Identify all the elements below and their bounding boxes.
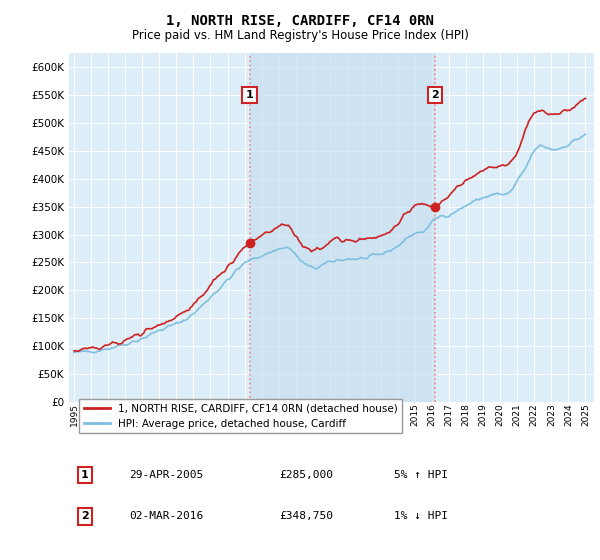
Text: 1: 1 [246,90,254,100]
Text: 1, NORTH RISE, CARDIFF, CF14 0RN: 1, NORTH RISE, CARDIFF, CF14 0RN [166,14,434,28]
Text: 02-MAR-2016: 02-MAR-2016 [130,511,203,521]
Text: £285,000: £285,000 [279,470,333,480]
Legend: 1, NORTH RISE, CARDIFF, CF14 0RN (detached house), HPI: Average price, detached : 1, NORTH RISE, CARDIFF, CF14 0RN (detach… [79,399,402,433]
Text: 5% ↑ HPI: 5% ↑ HPI [395,470,449,480]
Text: 2: 2 [81,511,89,521]
Text: £348,750: £348,750 [279,511,333,521]
Text: 2: 2 [431,90,439,100]
Text: 29-APR-2005: 29-APR-2005 [130,470,203,480]
Text: 1% ↓ HPI: 1% ↓ HPI [395,511,449,521]
Text: Price paid vs. HM Land Registry's House Price Index (HPI): Price paid vs. HM Land Registry's House … [131,29,469,42]
Text: 1: 1 [81,470,89,480]
Bar [250,53,435,402]
